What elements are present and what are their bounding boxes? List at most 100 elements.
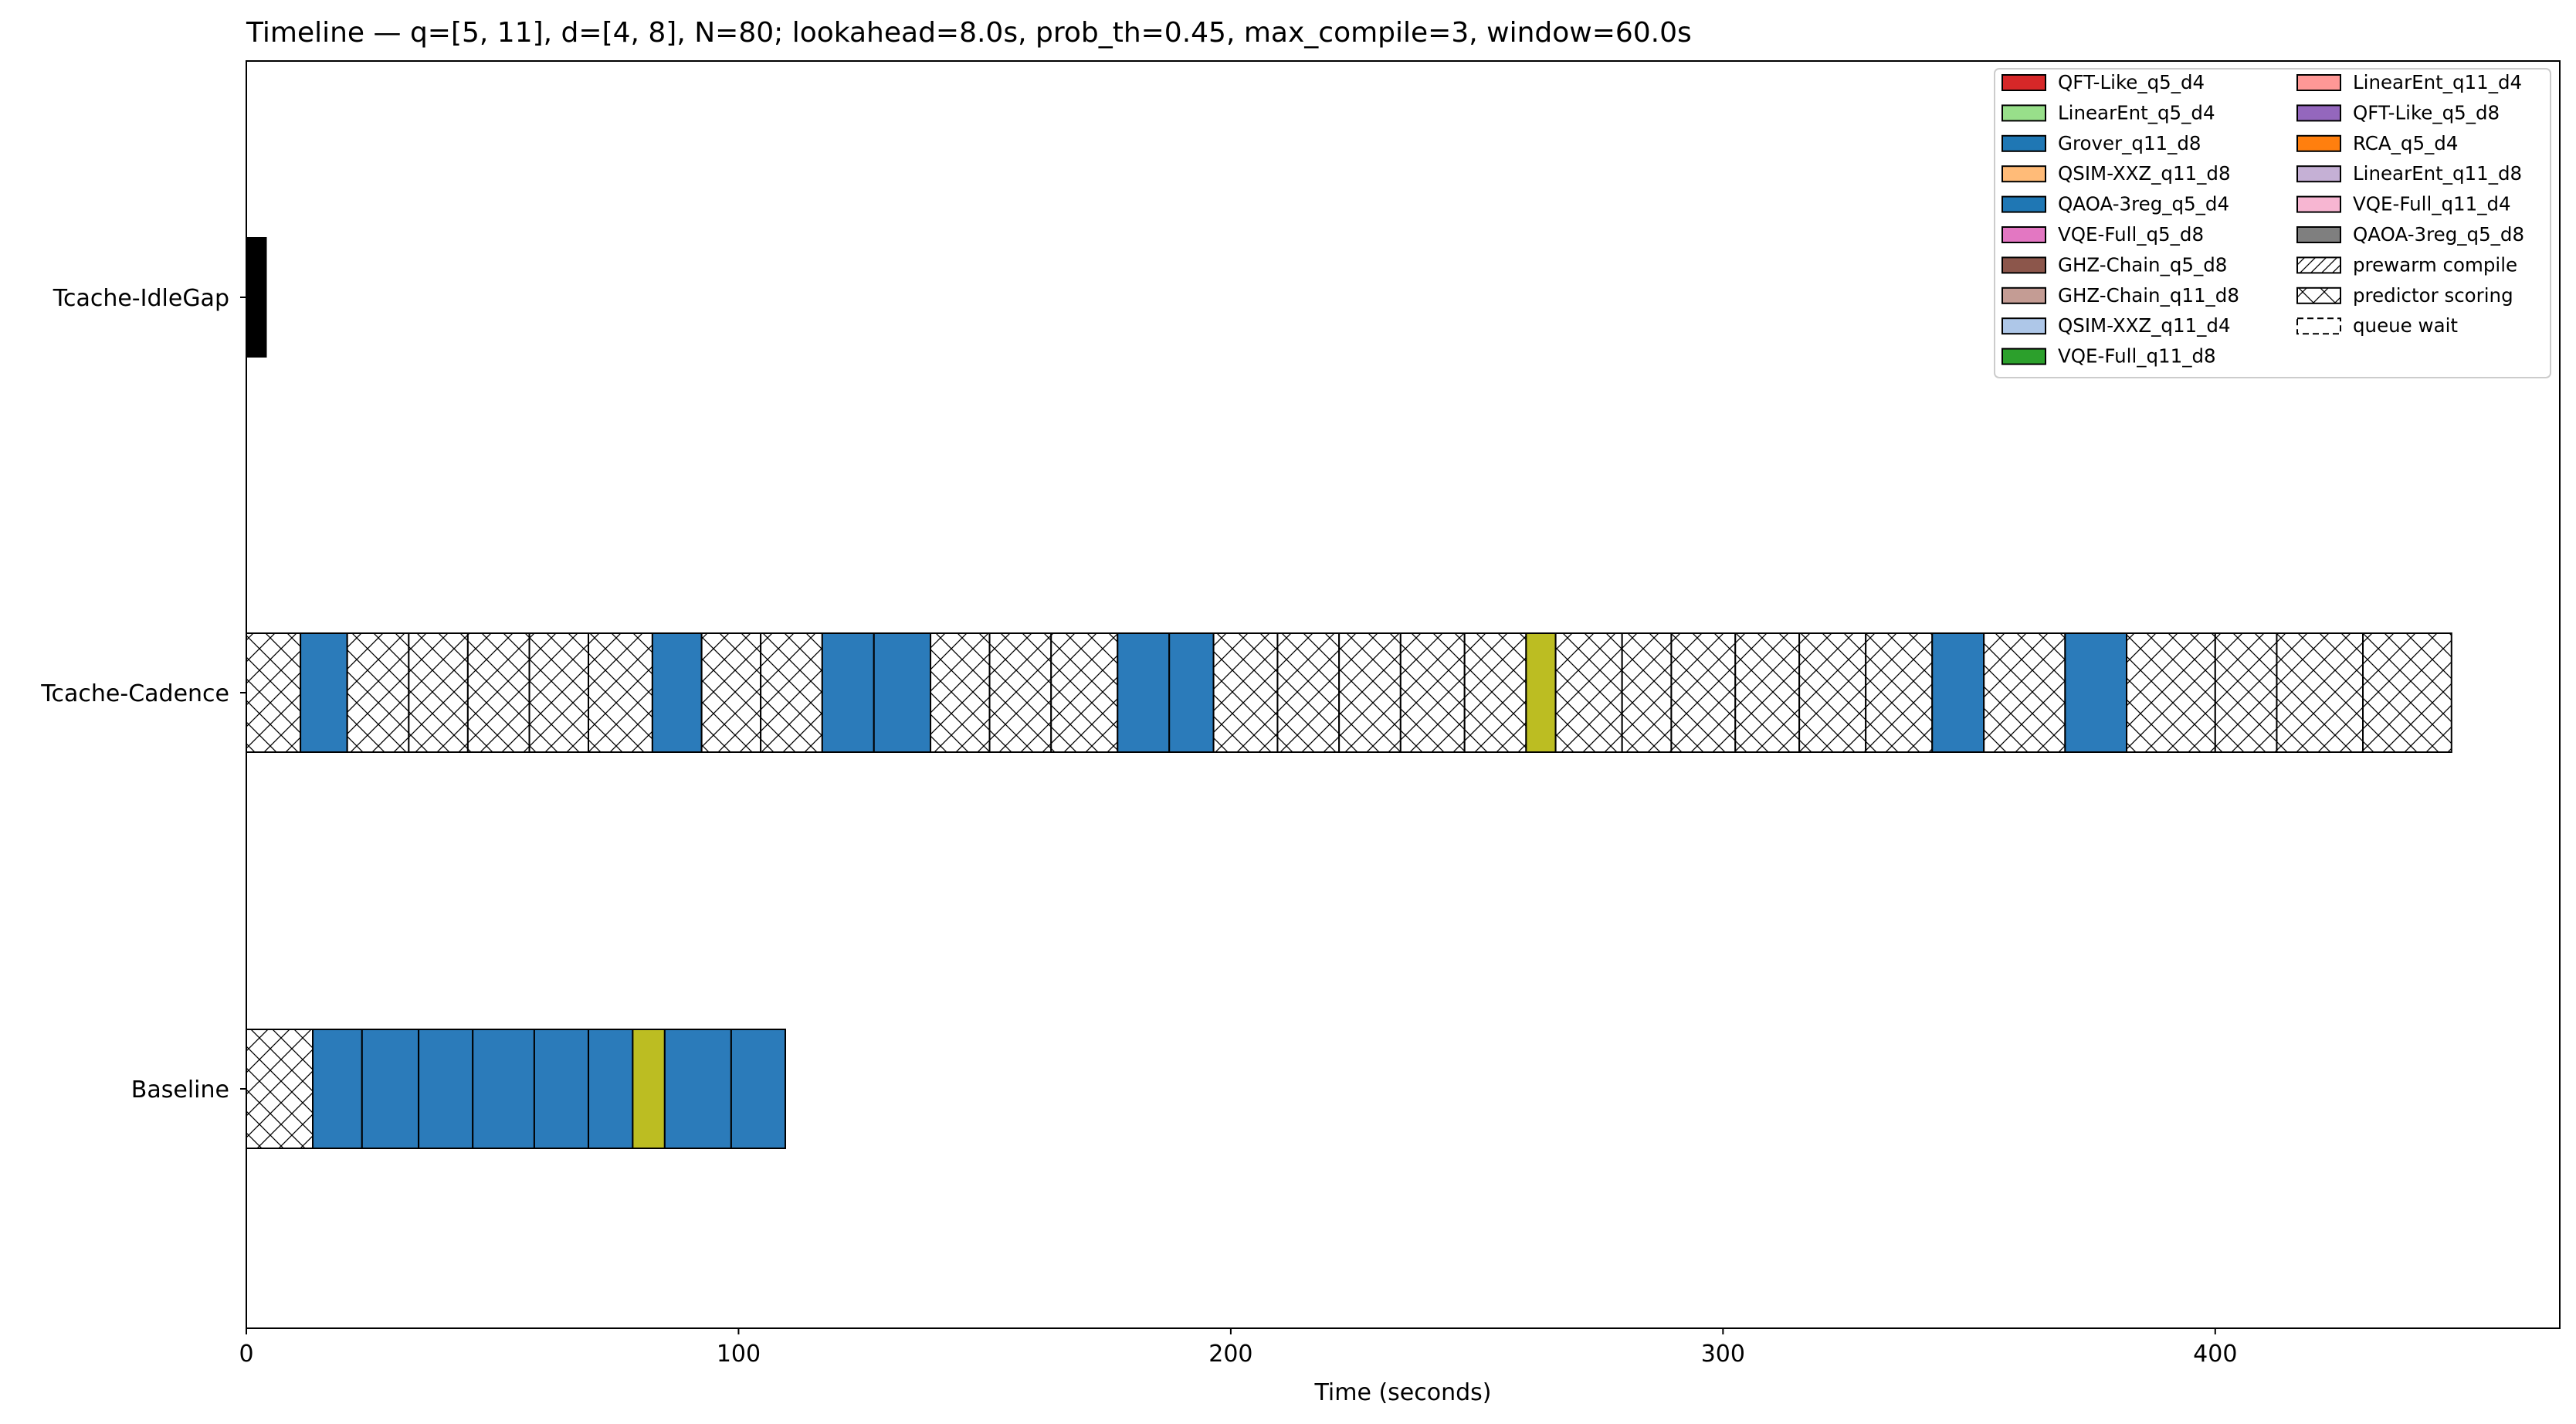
legend-swatch (2001, 286, 2046, 304)
legend-label: prewarm compile (2353, 253, 2517, 276)
legend: QFT-Like_q5_d4 LinearEnt_q5_d4 Grover_q11_… (1994, 68, 2551, 378)
bar-segment-tcache-cadence-28 (1865, 632, 1934, 753)
legend-label: LinearEnt_q11_d8 (2353, 162, 2522, 185)
bar-segment-tcache-cadence-30 (1983, 632, 2066, 753)
legend-swatch (2296, 317, 2341, 335)
legend-swatch (2001, 134, 2046, 152)
bar-segment-tcache-cadence-5 (528, 632, 590, 753)
legend-frame (1994, 68, 2551, 378)
bar-segment-baseline-6 (588, 1029, 634, 1149)
bar-segment-tcache-cadence-10 (821, 632, 875, 753)
legend-swatch (2296, 134, 2341, 152)
bar-segment-tcache-cadence-33 (2214, 632, 2278, 753)
bar-segment-baseline-4 (472, 1029, 535, 1149)
legend-swatch (2296, 256, 2341, 274)
bar-segment-tcache-cadence-6 (588, 632, 653, 753)
legend-label: VQE-Full_q11_d8 (2058, 345, 2216, 368)
legend-label: predictor scoring (2353, 284, 2513, 307)
x-axis-label: Time (seconds) (1314, 1379, 1492, 1406)
bar-segment-tcache-cadence-11 (873, 632, 932, 753)
x-tick-label: 0 (239, 1341, 253, 1368)
legend-label: QAOA-3reg_q5_d8 (2353, 223, 2524, 246)
legend-label: QSIM-XXZ_q11_d4 (2058, 314, 2231, 337)
bar-segment-tcache-cadence-18 (1276, 632, 1341, 753)
bar-segment-tcache-cadence-2 (346, 632, 410, 753)
bar-segment-tcache-cadence-12 (930, 632, 991, 753)
legend-label: GHZ-Chain_q11_d8 (2058, 284, 2239, 307)
legend-label: QFT-Like_q5_d8 (2353, 101, 2500, 124)
legend-label: LinearEnt_q5_d4 (2058, 101, 2215, 124)
x-axis: 0 100 200 300 400 (239, 1328, 2237, 1368)
legend-swatch (2001, 256, 2046, 274)
bar-segment-tcache-cadence-17 (1212, 632, 1279, 753)
bar-segment-tcache-cadence-13 (988, 632, 1052, 753)
chart-title: Timeline — q=[5, 11], d=[4, 8], N=80; lo… (246, 17, 1692, 49)
legend-label: QSIM-XXZ_q11_d8 (2058, 162, 2231, 185)
legend-label: LinearEnt_q11_d4 (2353, 71, 2522, 93)
legend-swatch (2001, 226, 2046, 243)
plot-area-frame (246, 60, 2561, 1329)
legend-swatch (2001, 348, 2046, 365)
bar-segment-baseline-7 (632, 1029, 666, 1149)
x-tick-label: 100 (717, 1341, 761, 1368)
bar-segment-tcache-cadence-16 (1168, 632, 1215, 753)
bar-segment-baseline-9 (730, 1029, 787, 1149)
bar-segment-tcache-cadence-14 (1050, 632, 1119, 753)
bar-segment-tcache-idlegap-0 (246, 237, 267, 358)
legend-label: QFT-Like_q5_d4 (2058, 71, 2205, 93)
legend-swatch (2296, 286, 2341, 304)
bar-segment-tcache-cadence-34 (2276, 632, 2364, 753)
bar-segment-baseline-2 (361, 1029, 420, 1149)
y-axis: Tcache-IdleGap Tcache-Cadence Baseline (40, 285, 246, 1104)
bar-segment-tcache-cadence-20 (1399, 632, 1466, 753)
legend-swatch (2001, 195, 2046, 213)
legend-label: Grover_q11_d8 (2058, 132, 2201, 154)
legend-swatch (2296, 165, 2341, 183)
x-tick-label: 200 (1208, 1341, 1252, 1368)
bar-segment-baseline-1 (312, 1029, 363, 1149)
legend-swatch (2001, 74, 2046, 91)
bar-segment-tcache-cadence-21 (1463, 632, 1527, 753)
legend-swatch (2296, 104, 2341, 122)
bar-segment-tcache-cadence-32 (2126, 632, 2216, 753)
bar-segment-tcache-cadence-26 (1734, 632, 1801, 753)
legend-label: RCA_q5_d4 (2353, 132, 2458, 154)
bar-segment-tcache-cadence-19 (1338, 632, 1402, 753)
y-tick-label: Tcache-Cadence (40, 680, 229, 707)
y-tick-label: Tcache-IdleGap (53, 285, 229, 312)
bar-segment-baseline-5 (533, 1029, 590, 1149)
bar-segment-tcache-cadence-27 (1798, 632, 1867, 753)
bar-segment-tcache-cadence-1 (300, 632, 348, 753)
bar-segment-tcache-cadence-8 (700, 632, 762, 753)
bar-segment-tcache-cadence-0 (246, 632, 302, 753)
bar-segment-tcache-cadence-29 (1931, 632, 1985, 753)
bar-segment-tcache-cadence-7 (651, 632, 703, 753)
bars-layer (246, 237, 2452, 1149)
bar-segment-tcache-cadence-22 (1525, 632, 1557, 753)
x-tick-label: 300 (1701, 1341, 1745, 1368)
legend-label: queue wait (2353, 314, 2458, 337)
legend-swatch (2001, 317, 2046, 335)
legend-label: GHZ-Chain_q5_d8 (2058, 253, 2227, 276)
bar-segment-baseline-3 (418, 1029, 474, 1149)
legend-swatch (2296, 226, 2341, 243)
bar-segment-tcache-cadence-23 (1554, 632, 1623, 753)
legend-swatch (2001, 104, 2046, 122)
bar-segment-baseline-8 (663, 1029, 732, 1149)
legend-swatch (2296, 74, 2341, 91)
bar-segment-tcache-cadence-24 (1621, 632, 1673, 753)
x-tick-label: 400 (2193, 1341, 2237, 1368)
bar-segment-tcache-cadence-15 (1117, 632, 1171, 753)
bar-segment-tcache-cadence-35 (2362, 632, 2452, 753)
y-tick-label: Baseline (131, 1076, 229, 1104)
legend-label: QAOA-3reg_q5_d4 (2058, 193, 2229, 215)
legend-label: VQE-Full_q11_d4 (2353, 193, 2511, 215)
legend-swatch (2296, 195, 2341, 213)
legend-swatch (2001, 165, 2046, 183)
bar-segment-tcache-cadence-3 (408, 632, 469, 753)
bar-segment-tcache-cadence-9 (760, 632, 823, 753)
bar-segment-tcache-cadence-25 (1670, 632, 1737, 753)
bar-segment-baseline-0 (246, 1029, 314, 1149)
bar-segment-tcache-cadence-4 (466, 632, 530, 753)
